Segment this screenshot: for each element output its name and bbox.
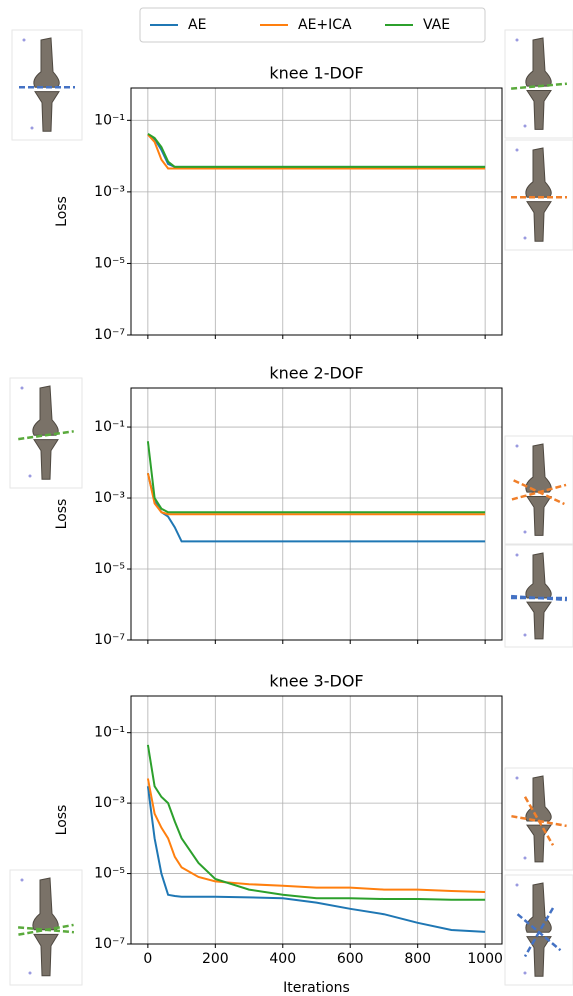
chart-title: knee 3-DOF (269, 672, 363, 691)
dot (524, 125, 527, 128)
loss-line (148, 441, 485, 512)
y-tick-label: 10⁻¹ (94, 725, 125, 741)
dot (29, 972, 32, 975)
y-tick-label: 10⁻¹ (94, 419, 125, 435)
legend-label: VAE (423, 17, 450, 33)
dot (29, 475, 32, 478)
plot-lines (148, 745, 485, 932)
dot (524, 857, 527, 860)
legend-label: AE (188, 17, 206, 33)
knee-thumbnail (505, 768, 573, 870)
dot (524, 237, 527, 240)
y-tick-label: 10⁻⁵ (94, 866, 125, 882)
dot (516, 884, 519, 887)
knee-thumbnail (505, 436, 573, 544)
x-tick-label: 0 (143, 951, 152, 967)
plot-lines (148, 134, 485, 169)
x-tick-label: 200 (202, 951, 229, 967)
y-tick-label: 10⁻⁷ (94, 936, 125, 952)
dot (524, 634, 527, 637)
figure: 10⁻¹ 10⁻³ 10⁻⁵ 10⁻⁷ knee 1-DOF Loss 10⁻¹ 10⁻³ 10… (0, 0, 573, 996)
loss-line (148, 135, 485, 169)
dot (516, 149, 519, 152)
loss-line (148, 134, 485, 167)
x-axis-label: Iterations (283, 980, 350, 996)
axes-frame (131, 696, 502, 944)
loss-line (148, 779, 485, 893)
dot (524, 972, 527, 975)
loss-line (148, 135, 485, 167)
legend-label: AE+ICA (298, 17, 352, 33)
axes-frame (131, 88, 502, 335)
knee-thumbnail (12, 30, 82, 140)
y-tick-label: 10⁻³ (94, 795, 125, 811)
loss-line (148, 473, 485, 514)
dot (524, 531, 527, 534)
chart-title: knee 1-DOF (269, 64, 363, 83)
x-tick-label: 600 (337, 951, 364, 967)
loss-line (148, 786, 485, 932)
dot (31, 127, 34, 130)
y-tick-label: 10⁻¹ (94, 112, 125, 128)
dot (23, 39, 26, 42)
y-tick-label: 10⁻³ (94, 184, 125, 200)
knee-thumbnail (505, 545, 573, 647)
x-tick-label: 1000 (467, 951, 503, 967)
y-axis-label: Loss (54, 805, 70, 836)
y-tick-label: 10⁻⁵ (94, 561, 125, 577)
y-tick-label: 10⁻⁷ (94, 327, 125, 343)
dot (516, 39, 519, 42)
y-tick-label: 10⁻⁵ (94, 255, 125, 271)
dot (516, 777, 519, 780)
y-axis-label: Loss (54, 196, 70, 227)
chart-title: knee 2-DOF (269, 364, 363, 383)
y-axis-label: Loss (54, 499, 70, 530)
loss-line (148, 473, 485, 541)
knee-thumbnail (505, 30, 573, 138)
x-tick-label: 400 (269, 951, 296, 967)
dot (516, 554, 519, 557)
knee-thumbnail (505, 875, 573, 985)
dot (21, 387, 24, 390)
dot (21, 879, 24, 882)
knee-thumbnail (505, 140, 573, 250)
x-tick-label: 800 (404, 951, 431, 967)
y-tick-label: 10⁻³ (94, 490, 125, 506)
knee-thumbnail (10, 378, 82, 488)
y-tick-label: 10⁻⁷ (94, 632, 125, 648)
plot-lines (148, 441, 485, 541)
dot (516, 445, 519, 448)
knee-thumbnail (10, 870, 82, 985)
